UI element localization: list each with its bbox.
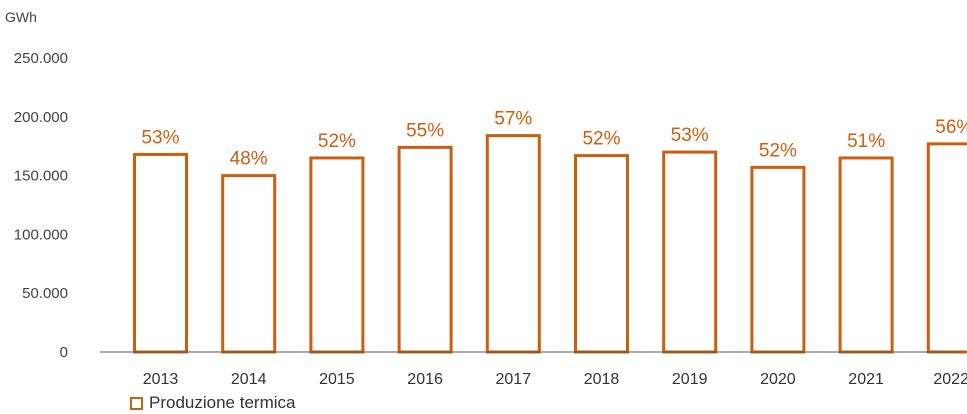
x-tick-label: 2018: [584, 371, 620, 388]
y-tick-label: 200.000: [14, 109, 68, 126]
x-tick-label: 2021: [848, 371, 884, 388]
bar: [397, 145, 453, 354]
bar-value-label: 55%: [406, 120, 444, 141]
y-tick-label: 250.000: [14, 50, 68, 67]
bar-value-label: 52%: [759, 140, 797, 161]
bar-value-label: 53%: [671, 125, 709, 146]
bar: [926, 142, 967, 354]
bar-value-label: 53%: [141, 127, 179, 148]
bar: [485, 134, 541, 354]
bar-value-label: 48%: [230, 149, 268, 170]
legend-swatch: [130, 396, 143, 410]
x-tick-label: 2017: [496, 371, 532, 388]
y-tick-label: 100.000: [14, 226, 68, 243]
x-tick-label: 2014: [231, 371, 267, 388]
bars-group: 53% 48% 52% 55% 57% 52% 53% 52% 51% 56%: [133, 109, 967, 354]
bar-value-label: 52%: [582, 129, 620, 150]
bar-value-label: 51%: [847, 131, 885, 152]
y-axis: 250.000 200.000 150.000 100.000 50.000 0: [14, 50, 68, 361]
x-tick-label: 2020: [760, 371, 796, 388]
x-axis: 2013 2014 2015 2016 2017 2018 2019 2020 2021 2022…: [143, 371, 967, 388]
bar-value-label: 52%: [318, 131, 356, 152]
bar-value-label: 57%: [494, 109, 532, 130]
x-tick-label: 2022*: [933, 371, 967, 388]
x-tick-label: 2016: [407, 371, 443, 388]
x-tick-label: 2015: [319, 371, 355, 388]
x-tick-label: 2019: [672, 371, 708, 388]
bar: [838, 156, 894, 354]
x-tick-label: 2013: [143, 371, 179, 388]
bar: [574, 154, 629, 354]
y-tick-label: 50.000: [22, 285, 68, 302]
bar: [750, 165, 806, 354]
bar: [309, 156, 365, 354]
y-unit-label: GWh: [5, 9, 37, 25]
legend: Produzione termica: [130, 393, 295, 413]
bar: [662, 150, 718, 354]
bar-value-label: 56%: [935, 117, 967, 138]
legend-label: Produzione termica: [149, 393, 296, 412]
bar: [133, 152, 188, 354]
bar: [221, 174, 277, 354]
y-tick-label: 150.000: [14, 168, 68, 185]
y-tick-label: 0: [60, 344, 68, 361]
